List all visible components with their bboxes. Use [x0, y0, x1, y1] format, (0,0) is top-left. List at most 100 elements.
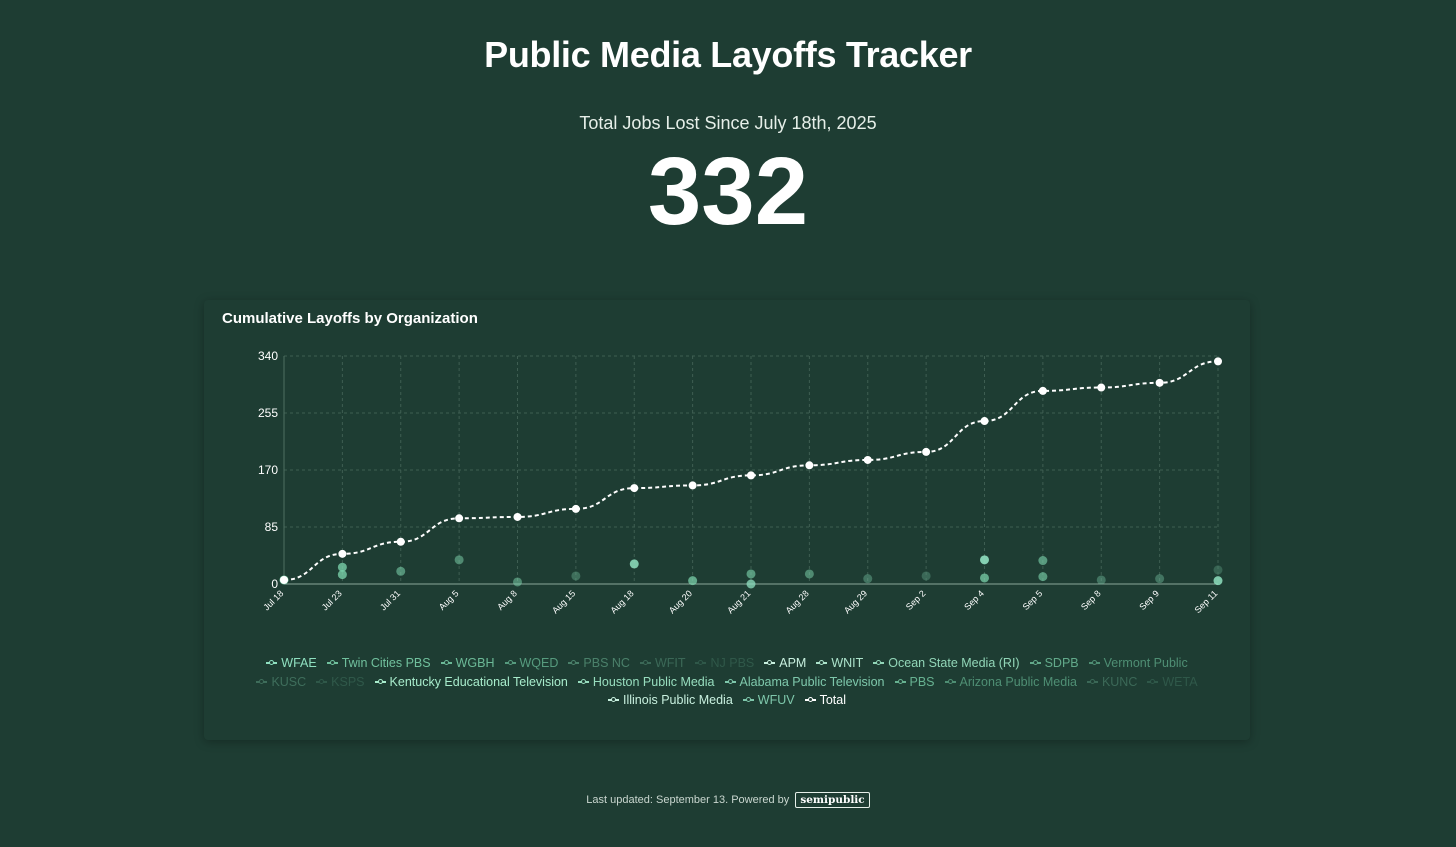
org-data-point [980, 573, 989, 583]
legend-item[interactable]: WFAE [266, 654, 317, 673]
total-data-point [922, 447, 931, 456]
legend-label: Illinois Public Media [623, 693, 733, 707]
legend-label: WFIT [654, 656, 686, 670]
legend-line-marker-icon [764, 660, 776, 666]
legend-item[interactable]: KUSC [256, 673, 306, 692]
org-data-point [629, 559, 639, 569]
org-data-point [337, 570, 347, 580]
legend-item[interactable]: NJ PBS [695, 654, 754, 673]
total-data-point [805, 461, 814, 470]
org-data-point [1213, 576, 1223, 586]
x-tick-label: Aug 20 [667, 588, 694, 615]
x-tick-label: Aug 8 [495, 588, 519, 612]
legend-item[interactable]: PBS NC [568, 654, 630, 673]
legend-item[interactable]: Kentucky Educational Television [374, 673, 568, 692]
total-data-point [513, 512, 522, 521]
legend-item[interactable]: KUNC [1086, 673, 1138, 692]
chart-legend: WFAE Twin Cities PBS WGBH WQED PBS NC WFIT NJ … [234, 654, 1220, 710]
legend-item[interactable]: SDPB [1029, 654, 1079, 673]
x-tick-label: Sep 4 [962, 588, 986, 612]
legend-item[interactable]: Total [804, 691, 846, 710]
legend-item[interactable]: Ocean State Media (RI) [873, 654, 1020, 673]
legend-item[interactable]: Alabama Public Television [724, 673, 885, 692]
total-data-point [280, 575, 288, 584]
legend-line-marker-icon [724, 678, 736, 684]
legend-label: NJ PBS [710, 656, 755, 670]
x-tick-label: Sep 8 [1079, 588, 1103, 612]
legend-label: WNIT [831, 656, 864, 670]
x-tick-label: Sep 2 [904, 588, 928, 612]
total-jobs-lost-label: Total Jobs Lost Since July 18th, 2025 [579, 113, 877, 133]
x-tick-label: Jul 18 [261, 588, 285, 612]
legend-label: Arizona Public Media [959, 674, 1077, 689]
legend-line-marker-icon [1147, 678, 1159, 684]
org-data-point [337, 562, 347, 572]
x-tick-label: Jul 31 [378, 588, 402, 612]
legend-label: Alabama Public Television [739, 674, 885, 689]
total-data-point [980, 417, 989, 426]
legend-line-marker-icon [873, 660, 885, 666]
legend-label: KUSC [271, 674, 307, 689]
legend-line-marker-icon [326, 660, 338, 666]
legend-label: Vermont Public [1103, 656, 1188, 670]
legend-item[interactable]: APM [764, 654, 806, 673]
legend-label: Kentucky Educational Television [389, 674, 568, 689]
legend-item[interactable]: Houston Public Media [577, 673, 715, 692]
total-data-point [396, 537, 405, 546]
legend-label: KUNC [1101, 674, 1138, 689]
layoffs-line-chart[interactable]: 0 85 170 255 340 Jul 18 Jul 23 Jul 31 Aug 5 Aug 8… [204, 300, 1250, 640]
total-data-point [1097, 383, 1106, 392]
legend-line-marker-icon [804, 697, 816, 703]
footer: Last updated: September 13. Powered by s… [0, 792, 1456, 808]
total-data-point [571, 504, 580, 513]
total-data-point [1038, 386, 1047, 395]
total-data-point [455, 514, 464, 523]
legend-line-marker-icon [1086, 678, 1098, 684]
chart-title: Cumulative Layoffs by Organization [222, 310, 478, 327]
legend-item[interactable]: Illinois Public Media [608, 691, 733, 710]
x-tick-label: Aug 29 [842, 588, 869, 615]
legend-item[interactable]: WNIT [816, 654, 863, 673]
org-data-point [804, 569, 814, 579]
legend-item[interactable]: PBS [894, 673, 935, 692]
legend-label: WGBH [455, 656, 495, 670]
legend-item[interactable]: WQED [504, 654, 558, 673]
total-data-point [630, 484, 639, 493]
org-data-point [1213, 565, 1223, 575]
legend-label: SDPB [1044, 656, 1079, 670]
legend-line-marker-icon [1029, 660, 1041, 666]
x-tick-label: Sep 11 [1193, 588, 1220, 615]
x-tick-label: Aug 15 [550, 588, 577, 615]
x-tick-label: Jul 23 [320, 588, 344, 612]
legend-line-marker-icon [440, 660, 452, 666]
legend-label: WFAE [281, 656, 317, 670]
y-tick-label: 85 [265, 520, 279, 534]
legend-item[interactable]: KSPS [316, 673, 365, 692]
org-data-point [1038, 556, 1048, 566]
legend-item[interactable]: WETA [1147, 673, 1198, 692]
legend-item[interactable]: WFIT [639, 654, 686, 673]
legend-label: WETA [1162, 674, 1198, 689]
legend-label: WFUV [757, 693, 795, 707]
semipublic-logo[interactable]: semipublic [795, 792, 870, 808]
legend-line-marker-icon [1088, 660, 1100, 666]
x-tick-label: Sep 5 [1021, 588, 1045, 612]
legend-item[interactable]: Arizona Public Media [944, 673, 1077, 692]
legend-line-marker-icon [894, 678, 906, 684]
legend-line-marker-icon [608, 697, 619, 703]
legend-label: Twin Cities PBS [341, 656, 431, 670]
legend-line-marker-icon [374, 678, 386, 684]
legend-label: PBS NC [583, 656, 630, 670]
page-title: Public Media Layoffs Tracker [484, 34, 972, 75]
legend-item[interactable]: Twin Cities PBS [326, 654, 431, 673]
total-jobs-lost-value: 332 [647, 138, 809, 245]
x-tick-label: Sep 9 [1137, 588, 1161, 612]
org-data-point [980, 555, 989, 565]
legend-item[interactable]: WFUV [742, 691, 795, 710]
legend-line-marker-icon [256, 678, 268, 684]
chart-card: Cumulative Layoffs by Organization 0 85 17… [204, 300, 1250, 740]
legend-item[interactable]: WGBH [440, 654, 495, 673]
legend-line-marker-icon [568, 660, 580, 666]
legend-item[interactable]: Vermont Public [1088, 654, 1188, 673]
legend-label: Houston Public Media [592, 674, 715, 689]
